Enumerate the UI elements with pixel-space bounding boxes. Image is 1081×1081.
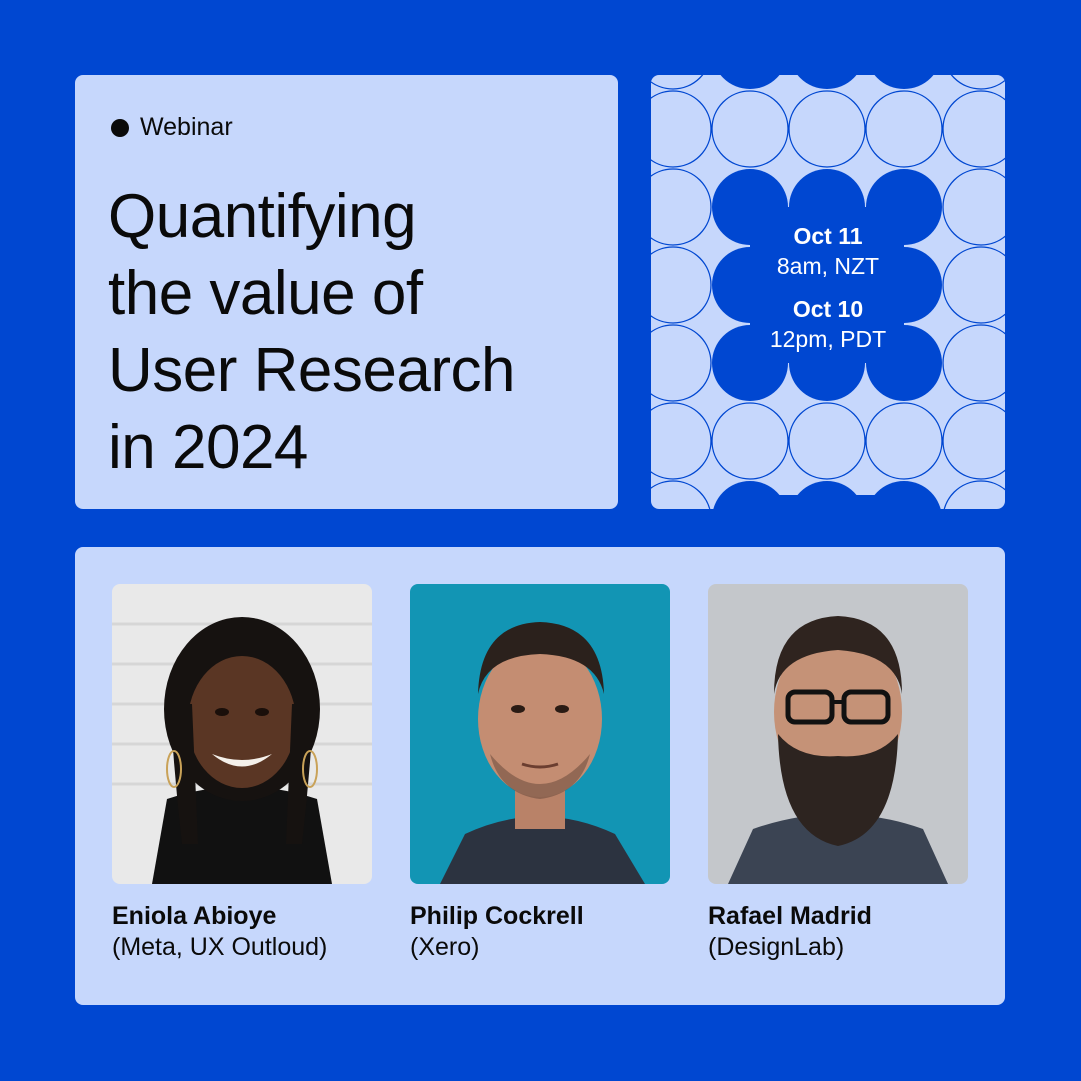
pattern-circle: [788, 402, 866, 480]
speaker-2: Philip Cockrell (Xero): [410, 584, 670, 963]
bullet-dot-icon: [111, 118, 129, 137]
pattern-circle: [950, 75, 1005, 90]
pattern-circle: [651, 402, 712, 480]
speaker-org: (Xero): [410, 933, 480, 961]
speakers-card: Eniola Abioye (Meta, UX Outloud) Philip …: [75, 547, 1005, 1005]
pattern-circle: [942, 246, 1005, 324]
pattern-circle: [651, 168, 712, 246]
title-card: Webinar Quantifying the value of User Re…: [75, 75, 618, 509]
speaker-3: Rafael Madrid (DesignLab): [708, 584, 968, 963]
pattern-fill: [750, 207, 904, 363]
pattern-circle: [711, 90, 789, 168]
schedule-list: Oct 11 8am, NZT Oct 10 12pm, PDT: [651, 221, 1005, 354]
pattern-circle: [942, 324, 1005, 402]
speaker-photo-eniola: [112, 584, 372, 884]
pattern-circle: [651, 90, 712, 168]
event-tag-label: Webinar: [140, 113, 233, 141]
schedule-time: 12pm, PDT: [769, 326, 887, 352]
pattern-circle: [942, 168, 1005, 246]
speaker-org: (DesignLab): [708, 933, 845, 961]
pattern-circle: [942, 402, 1005, 480]
circle-pattern: [651, 75, 1005, 509]
speaker-org: (Meta, UX Outloud): [112, 933, 328, 961]
speaker-name: Rafael Madrid: [708, 902, 872, 930]
pattern-circle: [874, 75, 934, 89]
pattern-circle: [651, 75, 704, 90]
schedule-date: Oct 10: [792, 296, 864, 322]
title-line: User Research: [108, 336, 515, 405]
schedule-date: Oct 11: [793, 223, 863, 249]
event-tag: Webinar: [111, 113, 233, 142]
pattern-circle: [797, 75, 857, 89]
pattern-circle: [651, 324, 712, 402]
speaker-photo-rafael: [708, 584, 968, 884]
event-title: Quantifying the value of User Research i…: [108, 178, 608, 486]
pattern-circle: [942, 90, 1005, 168]
title-line: in 2024: [108, 413, 308, 482]
pattern-circle: [711, 402, 789, 480]
speaker-photo-philip: [410, 584, 670, 884]
pattern-circle: [865, 90, 943, 168]
schedule-time: 8am, NZT: [776, 253, 880, 279]
title-line: Quantifying: [108, 182, 417, 251]
schedule-card: Oct 11 8am, NZT Oct 10 12pm, PDT: [651, 75, 1005, 509]
speaker-1: Eniola Abioye (Meta, UX Outloud): [112, 584, 372, 963]
pattern-circle: [943, 480, 1005, 509]
speaker-name: Eniola Abioye: [112, 902, 277, 930]
pattern-fill: [750, 495, 904, 509]
speaker-name: Philip Cockrell: [410, 902, 584, 930]
title-line: the value of: [108, 259, 423, 328]
pattern-circle: [788, 90, 866, 168]
pattern-circle: [651, 480, 711, 509]
pattern-circle: [651, 246, 712, 324]
pattern-circle: [865, 402, 943, 480]
pattern-circle: [720, 75, 780, 89]
